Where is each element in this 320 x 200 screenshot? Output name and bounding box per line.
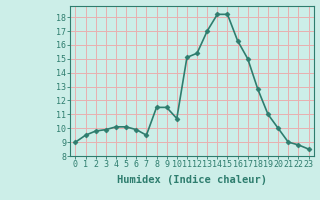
X-axis label: Humidex (Indice chaleur): Humidex (Indice chaleur) [117, 175, 267, 185]
